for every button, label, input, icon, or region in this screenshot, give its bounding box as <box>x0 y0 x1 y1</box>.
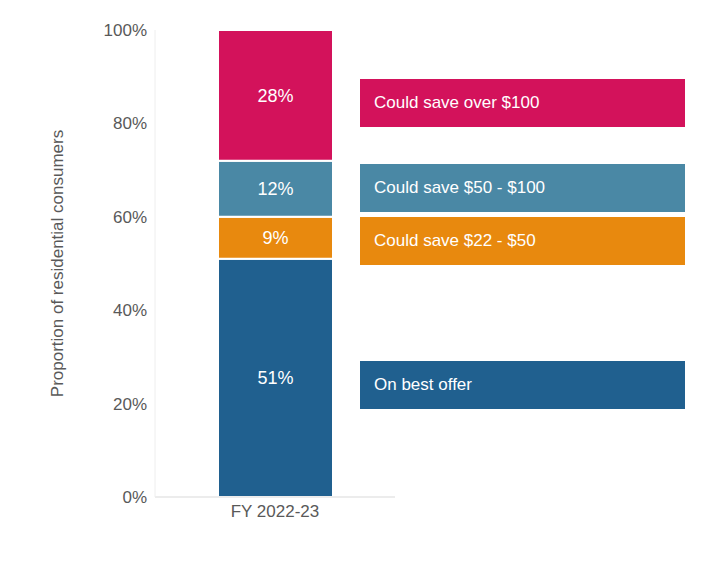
svg-text:12%: 12% <box>257 179 293 199</box>
svg-text:FY 2022-23: FY 2022-23 <box>231 502 320 521</box>
html-text:Could save over $100: Could save over $100 <box>374 93 540 112</box>
svg-text:51%: 51% <box>257 368 293 388</box>
svg-text:9%: 9% <box>262 228 288 248</box>
svg-text:100%: 100% <box>104 21 147 40</box>
svg-text:40%: 40% <box>113 301 147 320</box>
svg-text:80%: 80% <box>113 114 147 133</box>
html-text:Could save $50 - $100: Could save $50 - $100 <box>374 178 546 197</box>
svg-text:0%: 0% <box>122 488 147 507</box>
html-text:On best offer: On best offer <box>374 375 472 394</box>
html-text:Could save $22 - $50: Could save $22 - $50 <box>374 231 536 250</box>
svg-text:20%: 20% <box>113 395 147 414</box>
svg-text:Proportion of residential cons: Proportion of residential consumers <box>48 130 67 397</box>
svg-text:60%: 60% <box>113 208 147 227</box>
svg-text:28%: 28% <box>257 86 293 106</box>
